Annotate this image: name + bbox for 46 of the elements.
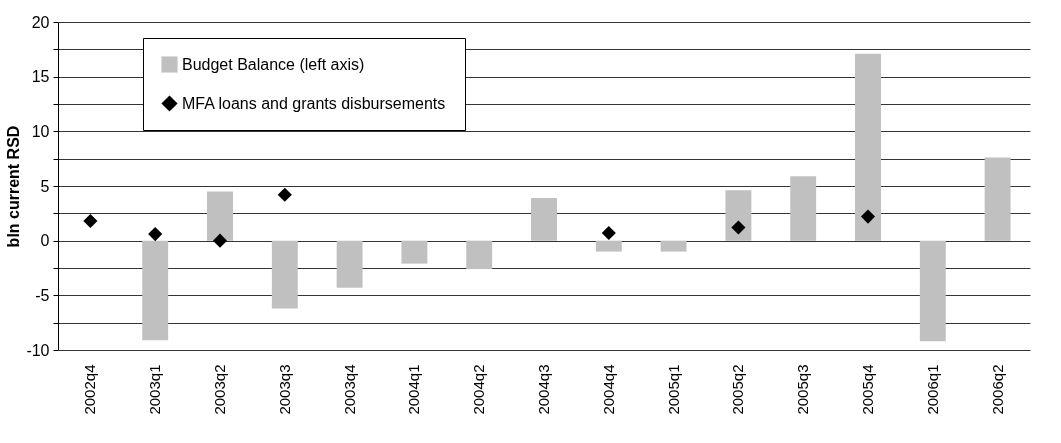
y-tick-label: 5 [40,177,50,195]
bar [919,240,946,342]
point [601,225,616,241]
point [148,227,163,242]
legend-label: Budget Balance (left axis) [182,55,365,73]
bar [531,198,557,241]
bar [336,240,363,288]
y-tick-label: 0 [40,232,50,250]
bar [271,240,298,309]
bar [401,240,428,264]
point [83,213,98,229]
x-tick-label: 2004q4 [599,364,617,415]
bar [725,190,752,241]
point [212,233,228,248]
legend-label: MFA loans and grants disbursements [182,94,446,112]
y-tick-label: 20 [31,13,50,31]
y-tick-label: -10 [26,341,50,359]
point [277,187,292,202]
bar [466,240,493,270]
x-tick-label: 2004q2 [470,364,488,415]
x-tick-label: 2003q1 [146,364,164,415]
bar [855,53,881,241]
x-tick-label: 2006q2 [988,364,1006,415]
bar [207,191,233,241]
x-tick-label: 2004q3 [535,364,552,415]
y-tick-label: 15 [31,68,50,86]
x-tick-label: 2006q1 [923,364,941,415]
x-tick-label: 2003q2 [211,364,228,415]
x-tick-label: 2003q3 [275,364,293,415]
bar [660,240,687,252]
bar [595,240,622,252]
y-tick-label: -5 [35,286,50,304]
x-tick-label: 2004q1 [405,364,423,415]
y-axis-title: bln current RSD [5,125,23,248]
point [860,209,876,224]
point [731,220,746,235]
x-tick-label: 2005q3 [794,364,812,415]
x-tick-label: 2005q1 [664,364,682,415]
bar [142,240,169,341]
bar [790,176,817,241]
x-tick-label: 2002q4 [81,364,99,415]
bar [984,157,1011,241]
x-tick-label: 2005q4 [859,364,876,415]
y-tick-label: 10 [31,122,50,140]
x-tick-label: 2005q2 [729,364,747,415]
x-tick-label: 2003q4 [340,364,358,415]
